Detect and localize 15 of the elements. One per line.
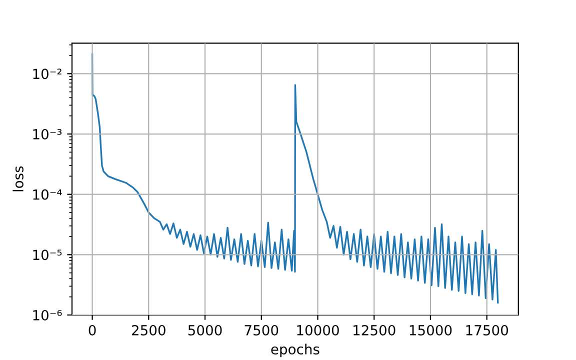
y-tick-label: 10⁻³ <box>33 128 62 140</box>
x-tick-label: 10000 <box>297 324 339 336</box>
y-axis-title: loss <box>12 166 24 192</box>
y-tick-label: 10⁻⁴ <box>33 189 62 200</box>
y-tick-label: 10⁻⁶ <box>33 310 62 320</box>
x-tick-label: 0 <box>88 324 96 336</box>
y-tick-label: 10⁻² <box>33 68 62 80</box>
x-tick-label: 2500 <box>132 324 166 336</box>
x-tick-label: 7500 <box>244 324 278 336</box>
x-tick-label: 5000 <box>188 324 222 336</box>
x-axis-title: epochs <box>271 344 320 358</box>
x-tick-label: 17500 <box>466 324 508 336</box>
y-tick-label: 10⁻⁵ <box>33 250 62 260</box>
x-tick-label: 15000 <box>410 324 452 336</box>
x-tick-label: 12500 <box>354 324 396 336</box>
